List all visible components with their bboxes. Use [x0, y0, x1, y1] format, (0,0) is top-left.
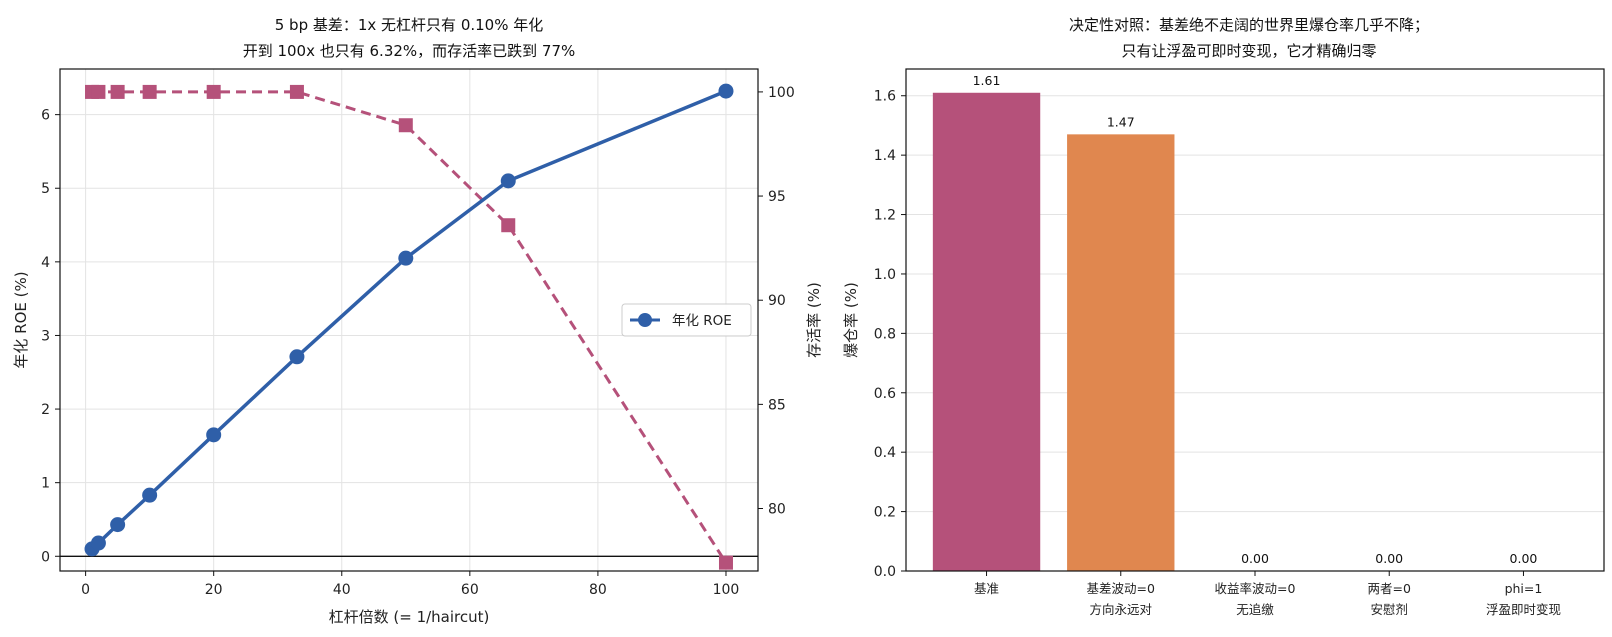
right-y-tick-label-1: 85	[768, 397, 786, 413]
left-x-tick-label-2: 40	[333, 582, 351, 598]
category-label-3-line1: 两者=0	[1368, 581, 1411, 596]
left-x-tick-label-5: 100	[713, 582, 740, 598]
right-chart-title-line2: 只有让浮盈可即时变现，它才精确归零	[1121, 42, 1376, 60]
right-y-tick-label-4: 100	[768, 85, 795, 101]
right-y-tick-label-0: 0.0	[874, 564, 896, 580]
left-y-tick-label-4: 4	[41, 255, 50, 271]
survival-point-4	[206, 84, 221, 99]
right-y-tick-label-6: 1.2	[874, 208, 896, 224]
category-label-2-line2: 无追缴	[1236, 602, 1274, 617]
category-label-4-line1: phi=1	[1505, 581, 1543, 596]
right-chart-y-axis-label: 爆仓率 (%)	[842, 282, 860, 358]
right-y-tick-label-3: 0.6	[874, 386, 896, 402]
survival-point-1	[91, 84, 106, 99]
category-label-2-line1: 收益率波动=0	[1215, 581, 1296, 596]
left-x-axis-label: 杠杆倍数 (= 1/haircut)	[329, 608, 490, 626]
right-y-tick-label-8: 1.6	[874, 89, 896, 105]
survival-point-2	[110, 84, 125, 99]
legend-label-roe: 年化 ROE	[672, 313, 732, 329]
right-bars: 1.61 1.47 0.00 0.00 0.00	[932, 73, 1538, 572]
roe-point-6	[398, 250, 414, 266]
left-x-tick-label-0: 0	[81, 582, 90, 598]
right-y-tick-label-4: 0.8	[874, 326, 896, 342]
legend-box	[621, 303, 752, 337]
left-y-ticks: 0 1 2 3 4 5 6	[41, 108, 60, 565]
right-y-axis-label: 存活率 (%)	[805, 282, 823, 358]
left-x-tick-label-4: 80	[589, 582, 607, 598]
right-chart-liquidation-rate: 决定性对照：基差绝不走阔的世界里爆仓率几乎不降； 只有让浮盈可即时变现，它才精确…	[842, 16, 1605, 617]
left-series	[60, 83, 758, 570]
right-y-tick-label-2: 90	[768, 293, 786, 309]
category-label-3-line2: 安慰剂	[1370, 602, 1408, 617]
right-y-tick-label-0: 80	[768, 502, 786, 518]
left-y-tick-label-5: 5	[41, 181, 50, 197]
roe-point-8	[718, 83, 734, 99]
right-chart-title-line1: 决定性对照：基差绝不走阔的世界里爆仓率几乎不降；	[1069, 16, 1429, 34]
left-chart-roe-survival: 5 bp 基差：1x 无杠杆只有 0.10% 年化 开到 100x 也只有 6.…	[12, 16, 823, 626]
left-chart-title-line1: 5 bp 基差：1x 无杠杆只有 0.10% 年化	[275, 16, 544, 34]
right-y-tick-label-7: 1.4	[874, 148, 896, 164]
roe-point-2	[110, 517, 126, 533]
left-y-axis-label: 年化 ROE (%)	[12, 271, 30, 368]
bar-value-label-2: 0.00	[1241, 551, 1269, 566]
legend: 年化 ROE	[621, 303, 752, 337]
right-y-tick-label-3: 95	[768, 189, 786, 205]
left-plot-frame	[59, 68, 759, 572]
roe-point-5	[289, 349, 305, 365]
left-y-tick-label-3: 3	[41, 328, 50, 344]
bar-value-label-3: 0.00	[1375, 551, 1403, 566]
bar-value-label-4: 0.00	[1510, 551, 1538, 566]
survival-point-3	[142, 84, 157, 99]
bar-0	[932, 92, 1041, 572]
bar-value-label-1: 1.47	[1107, 114, 1135, 129]
left-right-y-ticks: 80 85 90 95 100	[758, 85, 795, 518]
category-label-4-line2: 浮盈即时变现	[1486, 602, 1561, 617]
left-chart-title-line2: 开到 100x 也只有 6.32%，而存活率已跌到 77%	[243, 42, 576, 60]
left-x-ticks: 0 20 40 60 80 100	[81, 571, 739, 598]
survival-point-5	[289, 84, 304, 99]
right-y-tick-label-5: 1.0	[874, 267, 896, 283]
right-x-ticks: 基准 基差波动=0 方向永远对 收益率波动=0 无追缴 两者=0 安慰剂 phi=1 浮盈即时变…	[974, 571, 1561, 617]
left-y-tick-label-6: 6	[41, 108, 50, 124]
bar-value-label-0: 1.61	[973, 73, 1001, 88]
right-y-tick-label-2: 0.4	[874, 445, 896, 461]
roe-point-4	[206, 427, 222, 443]
roe-point-1	[90, 535, 106, 551]
legend-marker-roe	[638, 313, 652, 327]
survival-point-6	[398, 118, 413, 133]
survival-point-7	[501, 218, 516, 233]
right-y-tick-label-1: 0.2	[874, 505, 896, 521]
roe-point-3	[142, 487, 158, 503]
left-y-tick-label-0: 0	[41, 549, 50, 565]
category-label-0-line1: 基准	[974, 581, 999, 596]
left-x-tick-label-3: 60	[461, 582, 479, 598]
category-label-1-line2: 方向永远对	[1090, 602, 1153, 617]
survival-point-8	[718, 555, 733, 570]
left-y-tick-label-1: 1	[41, 476, 50, 492]
bar-1	[1067, 134, 1175, 571]
left-y-tick-label-2: 2	[41, 402, 50, 418]
category-label-1-line1: 基差波动=0	[1087, 581, 1155, 596]
right-y-ticks: 0.0 0.2 0.4 0.6 0.8 1.0 1.2 1.4 1.6	[874, 89, 906, 580]
roe-point-7	[500, 173, 516, 189]
left-x-tick-label-1: 20	[205, 582, 223, 598]
